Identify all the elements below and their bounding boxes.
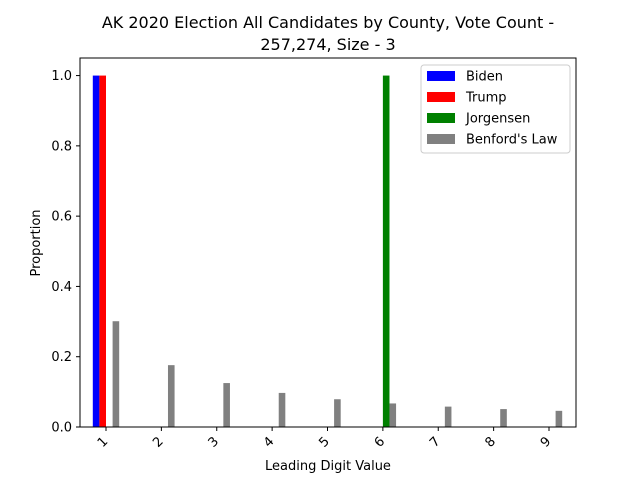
bar-benford-s-law-6	[389, 403, 397, 427]
y-axis: 0.0 0.2 0.4 0.6 0.8 1.0	[51, 69, 80, 436]
x-tick-label: 5	[316, 434, 332, 450]
bar-benford-s-law-8	[500, 409, 507, 427]
bar-benford-s-law-2	[167, 365, 175, 427]
legend-swatch-biden	[427, 71, 455, 81]
y-axis-label: Proportion	[29, 209, 44, 276]
y-tick-label: 0.6	[51, 210, 72, 225]
bar-benford-s-law-3	[223, 383, 230, 427]
legend-label-jorgensen: Jorgensen	[465, 112, 530, 127]
legend-swatch-trump	[427, 92, 455, 102]
y-tick-label: 0.2	[51, 350, 72, 365]
bar-benford-s-law-1	[112, 321, 120, 427]
x-tick-label: 3	[206, 434, 222, 450]
chart-title-line-2: 257,274, Size - 3	[260, 35, 395, 54]
legend-swatch-jorgensen	[427, 113, 455, 123]
bars-layer	[92, 75, 563, 427]
y-tick-label: 0.8	[51, 139, 72, 154]
bar-biden-1	[92, 75, 100, 427]
legend: Biden Trump Jorgensen Benford's Law	[420, 64, 571, 154]
x-tick-label: 1	[95, 434, 111, 450]
x-tick-label: 9	[538, 434, 554, 450]
y-tick-label: 1.0	[51, 69, 72, 84]
bar-benford-s-law-7	[444, 406, 452, 427]
bar-jorgensen-6	[382, 75, 390, 427]
legend-label-trump: Trump	[465, 91, 507, 106]
legend-label-benford-s-law: Benford's Law	[466, 133, 558, 148]
chart-title-line-1: AK 2020 Election All Candidates by Count…	[102, 13, 554, 32]
y-tick-label: 0.4	[51, 280, 72, 295]
bar-benford-s-law-9	[555, 410, 563, 427]
bar-trump-1	[99, 75, 106, 427]
legend-swatch-benford-s-law	[427, 134, 455, 144]
x-tick-label: 6	[372, 434, 388, 450]
x-tick-label: 8	[482, 434, 498, 450]
y-tick-label: 0.0	[51, 421, 72, 436]
x-tick-label: 4	[261, 434, 277, 450]
x-axis: 1 2 3 4 5 6 7 8 9	[95, 427, 554, 451]
bar-benford-s-law-4	[278, 392, 286, 427]
x-tick-label: 7	[427, 434, 443, 450]
x-tick-label: 2	[150, 434, 166, 450]
bar-benford-s-law-5	[334, 399, 341, 427]
chart-title: AK 2020 Election All Candidates by Count…	[102, 13, 554, 54]
x-axis-label: Leading Digit Value	[265, 459, 391, 474]
legend-box	[420, 64, 571, 154]
legend-label-biden: Biden	[466, 70, 503, 85]
